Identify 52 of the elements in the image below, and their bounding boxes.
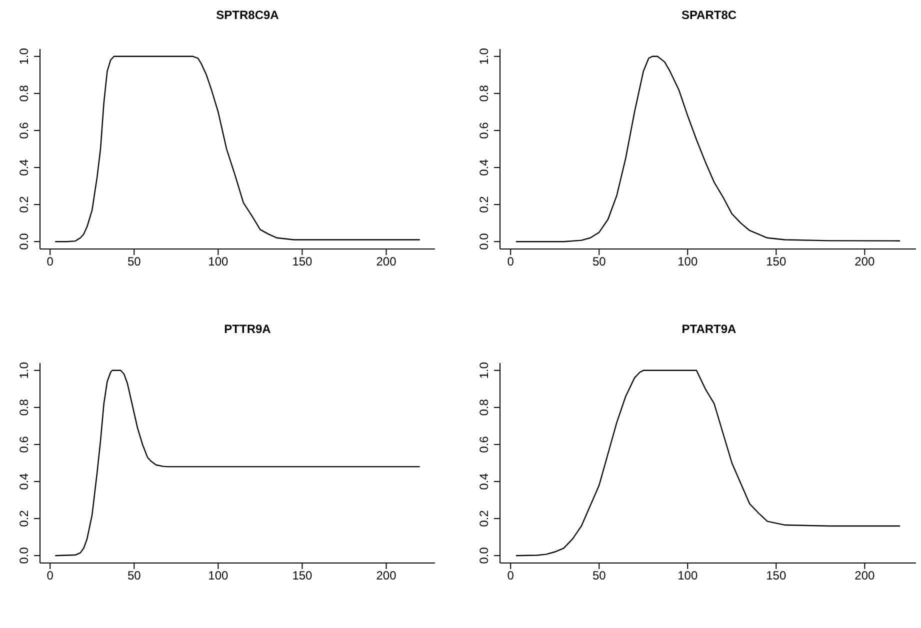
- x-tick-label: 100: [678, 568, 698, 583]
- x-tick-label: 100: [208, 568, 228, 583]
- x-tick-label: 0: [46, 568, 54, 583]
- line-series: [515, 56, 901, 242]
- y-tick-label: 0.8: [17, 84, 31, 102]
- x-tick-label: 0: [507, 254, 514, 269]
- y-tick-label: 0.6: [477, 122, 491, 139]
- y-tick-label: 0.8: [477, 398, 491, 416]
- x-tick-label: 200: [376, 254, 397, 269]
- x-tick-label: 50: [127, 568, 142, 583]
- y-tick-label: 0.4: [477, 472, 491, 490]
- line-series: [54, 370, 420, 556]
- y-tick-label: 0.2: [477, 196, 491, 213]
- x-tick-label: 150: [766, 254, 786, 269]
- y-tick-label: 0.8: [17, 398, 31, 416]
- x-tick-label: 50: [592, 568, 606, 583]
- x-tick-label: 200: [854, 568, 875, 583]
- y-tick-label: 0.6: [17, 436, 31, 453]
- y-tick-label: 0.2: [17, 510, 31, 527]
- line-series: [515, 370, 901, 556]
- y-tick-label: 0.0: [477, 232, 491, 250]
- y-tick-label: 0.2: [477, 510, 491, 527]
- x-tick-label: 100: [208, 254, 228, 269]
- y-tick-label: 0.2: [17, 196, 31, 213]
- x-tick-label: 150: [766, 568, 786, 583]
- chart-title: SPTR8C9A: [215, 8, 280, 22]
- y-tick-label: 0.4: [477, 158, 491, 176]
- y-tick-label: 1.0: [477, 362, 491, 379]
- line-series: [54, 56, 420, 242]
- x-tick-label: 150: [292, 568, 313, 583]
- y-tick-label: 1.0: [477, 48, 491, 65]
- y-tick-label: 0.4: [17, 158, 31, 176]
- x-tick-label: 150: [292, 254, 313, 269]
- y-tick-label: 0.6: [17, 122, 31, 139]
- y-tick-label: 0.0: [477, 546, 491, 564]
- y-tick-label: 0.4: [17, 472, 31, 490]
- chart-title: PTTR9A: [223, 322, 272, 336]
- y-tick-label: 1.0: [17, 362, 31, 379]
- x-tick-label: 0: [46, 254, 54, 269]
- y-tick-label: 1.0: [17, 48, 31, 65]
- x-tick-label: 0: [507, 568, 514, 583]
- x-tick-label: 100: [678, 254, 698, 269]
- chart-title: SPART8C: [680, 8, 738, 22]
- chart-title: PTART9A: [680, 322, 738, 336]
- x-tick-label: 200: [854, 254, 875, 269]
- x-tick-label: 200: [376, 568, 397, 583]
- y-tick-label: 0.6: [477, 436, 491, 453]
- x-tick-label: 50: [127, 254, 142, 269]
- y-tick-label: 0.0: [17, 232, 31, 250]
- y-tick-label: 0.0: [17, 546, 31, 564]
- x-tick-label: 50: [592, 254, 606, 269]
- y-tick-label: 0.8: [477, 84, 491, 102]
